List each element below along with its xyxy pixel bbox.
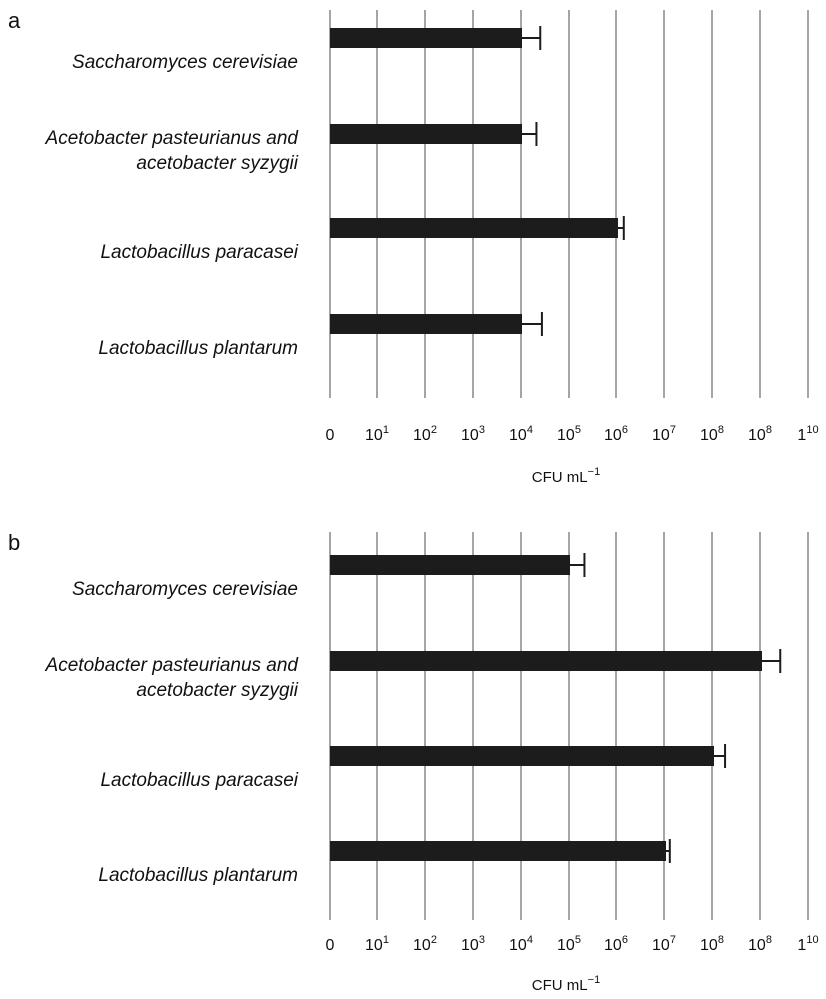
- x-tick-label: 103: [461, 934, 485, 954]
- x-tick-label: 107: [652, 934, 676, 954]
- bar: [330, 124, 522, 144]
- x-tick-label: 106: [604, 934, 628, 954]
- panel-label: b: [8, 530, 20, 555]
- category-label: Lactobacillus plantarum: [98, 338, 298, 359]
- category-label: acetobacter syzygii: [136, 153, 298, 174]
- x-tick-label: 105: [557, 424, 581, 444]
- category-label: Lactobacillus plantarum: [98, 865, 298, 886]
- bar: [330, 555, 570, 575]
- category-label: acetobacter syzygii: [136, 680, 298, 701]
- x-tick-label: 105: [557, 934, 581, 954]
- category-label: Lactobacillus paracasei: [100, 242, 298, 263]
- x-tick-label: 108: [700, 424, 724, 444]
- x-axis-title: CFU mL−1: [532, 466, 600, 486]
- x-tick-label: 110: [797, 424, 818, 444]
- x-tick-label: 102: [413, 934, 437, 954]
- bar: [330, 841, 666, 861]
- x-tick-label: 101: [365, 934, 389, 954]
- x-tick-label: 102: [413, 424, 437, 444]
- category-label: Saccharomyces cerevisiae: [72, 579, 298, 600]
- bar: [330, 746, 714, 766]
- chart-panel-b: b 0 101 102 103 104 105 106 107 108 108 110 CFU mL−1…: [8, 530, 819, 994]
- category-label: Lactobacillus paracasei: [100, 770, 298, 791]
- bar: [330, 314, 522, 334]
- panel-label: a: [8, 8, 21, 33]
- category-label: Acetobacter pasteurianus and: [45, 128, 300, 149]
- x-tick-label: 103: [461, 424, 485, 444]
- x-tick-label: 101: [365, 424, 389, 444]
- x-tick-label: 106: [604, 424, 628, 444]
- bar: [330, 651, 762, 671]
- x-tick-label: 0: [326, 937, 335, 954]
- x-tick-label: 108: [748, 934, 772, 954]
- category-label: Acetobacter pasteurianus and: [45, 655, 300, 676]
- x-tick-label: 104: [509, 934, 533, 954]
- x-axis-title: CFU mL−1: [532, 974, 600, 994]
- x-tick-label: 108: [748, 424, 772, 444]
- x-tick-label: 108: [700, 934, 724, 954]
- x-tick-label: 107: [652, 424, 676, 444]
- x-tick-label: 0: [326, 427, 335, 444]
- bar: [330, 28, 522, 48]
- x-tick-label: 104: [509, 424, 533, 444]
- chart-panel-a: a 0 101 102 103 104 105 106 107 108 108 110 CFU mL−1…: [8, 8, 819, 486]
- bar: [330, 218, 618, 238]
- x-tick-label: 110: [797, 934, 818, 954]
- category-label: Saccharomyces cerevisiae: [72, 52, 298, 73]
